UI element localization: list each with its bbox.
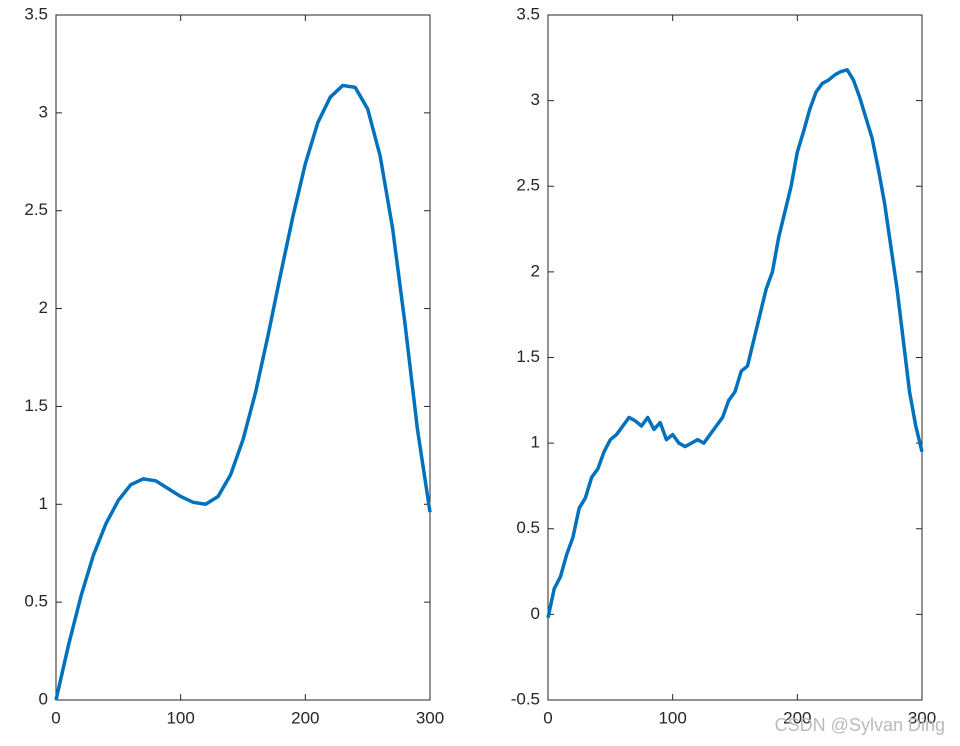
y-tick-label: 3 <box>39 102 48 121</box>
y-tick-label: -0.5 <box>511 689 540 708</box>
y-tick-label: 0.5 <box>516 518 540 537</box>
y-tick-label: 2.5 <box>516 176 540 195</box>
y-tick-label: 3 <box>531 90 540 109</box>
y-tick-label: 2 <box>531 261 540 280</box>
x-tick-label: 100 <box>166 708 194 727</box>
y-tick-label: 0 <box>531 604 540 623</box>
data-line <box>546 68 924 619</box>
y-tick-label: 1.5 <box>24 396 48 415</box>
y-tick-label: 2 <box>39 298 48 317</box>
watermark: CSDN @Sylvan Ding <box>775 715 945 735</box>
y-tick-label: 3.5 <box>516 4 540 23</box>
x-tick-label: 0 <box>543 708 552 727</box>
y-tick-label: 1 <box>39 494 48 513</box>
data-line <box>54 83 432 701</box>
x-tick-label: 200 <box>291 708 319 727</box>
y-tick-label: 3.5 <box>24 4 48 23</box>
y-tick-label: 0 <box>39 689 48 708</box>
y-tick-label: 1 <box>531 433 540 452</box>
y-tick-label: 2.5 <box>24 200 48 219</box>
x-tick-label: 300 <box>908 708 936 727</box>
axes-box <box>55 14 431 701</box>
x-tick-label: 100 <box>658 708 686 727</box>
x-tick-label: 200 <box>783 708 811 727</box>
x-tick-label: 0 <box>51 708 60 727</box>
y-tick-label: 1.5 <box>516 347 540 366</box>
x-tick-label: 300 <box>416 708 444 727</box>
y-tick-label: 0.5 <box>24 592 48 611</box>
